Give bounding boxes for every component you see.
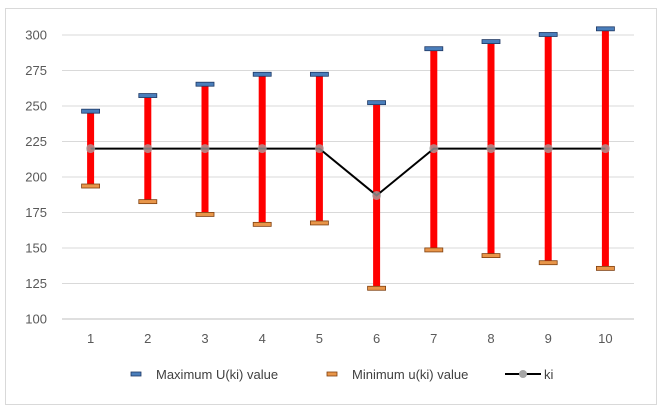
max-marker	[309, 71, 329, 77]
max-marker	[481, 39, 501, 44]
ki-point	[372, 190, 382, 200]
min-marker	[252, 221, 272, 227]
min-marker	[81, 183, 100, 189]
x-tick-label: 2	[144, 331, 151, 346]
y-tick-label: 125	[25, 276, 47, 291]
legend-label-ki: ki	[544, 367, 554, 382]
legend-swatch-maximum	[130, 371, 142, 377]
legend-item-minimum: Minimum u(ki) value	[326, 367, 468, 382]
ki-series	[86, 144, 610, 200]
ki-point	[429, 144, 439, 154]
ki-point	[86, 144, 96, 154]
min-marker	[424, 247, 444, 253]
max-marker	[538, 32, 558, 37]
ki-point	[200, 144, 210, 154]
grid	[62, 34, 634, 320]
legend: Maximum U(ki) value Minimum u(ki) value …	[130, 367, 554, 382]
x-tick-label: 4	[259, 331, 266, 346]
max-marker	[138, 93, 158, 98]
legend-item-ki: ki	[505, 367, 554, 382]
ki-point	[600, 144, 610, 154]
min-marker	[195, 212, 215, 217]
y-tick-label: 100	[25, 312, 47, 327]
y-axis: 100 125 150 175 200 225 250 275 300	[25, 28, 47, 327]
min-marker	[481, 253, 501, 259]
x-tick-label: 7	[430, 331, 437, 346]
x-tick-label: 3	[201, 331, 208, 346]
ki-point	[143, 144, 153, 154]
legend-label-maximum: Maximum U(ki) value	[156, 367, 278, 382]
legend-label-minimum: Minimum u(ki) value	[352, 367, 468, 382]
x-tick-label: 5	[316, 331, 323, 346]
x-tick-label: 10	[598, 331, 612, 346]
ki-point	[486, 144, 496, 154]
ki-line	[90, 147, 606, 197]
legend-item-maximum: Maximum U(ki) value	[130, 367, 278, 382]
min-marker	[596, 265, 615, 271]
y-tick-label: 250	[25, 99, 47, 114]
min-marker	[138, 199, 158, 205]
x-tick-label: 8	[487, 331, 494, 346]
max-marker	[81, 108, 100, 114]
x-axis: 1 2 3 4 5 6 7 8 9 10	[87, 331, 613, 346]
x-tick-label: 9	[545, 331, 552, 346]
ki-point	[543, 144, 553, 154]
min-marker	[367, 285, 387, 291]
ki-point	[257, 144, 267, 154]
y-tick-label: 275	[25, 63, 47, 78]
max-marker	[367, 100, 387, 106]
y-tick-label: 225	[25, 134, 47, 149]
max-marker	[424, 46, 444, 52]
legend-swatch-minimum	[326, 371, 338, 377]
max-marker	[252, 71, 272, 77]
max-marker	[596, 26, 615, 32]
y-tick-label: 200	[25, 170, 47, 185]
ki-point	[314, 144, 324, 154]
y-tick-label: 175	[25, 205, 47, 220]
min-marker	[538, 260, 558, 266]
range-bars	[81, 26, 615, 291]
legend-swatch-ki-marker	[519, 370, 527, 378]
x-tick-label: 1	[87, 331, 94, 346]
max-marker	[195, 81, 215, 87]
y-tick-label: 150	[25, 241, 47, 256]
min-marker	[309, 220, 329, 226]
y-tick-label: 300	[25, 28, 47, 43]
x-tick-label: 6	[373, 331, 380, 346]
